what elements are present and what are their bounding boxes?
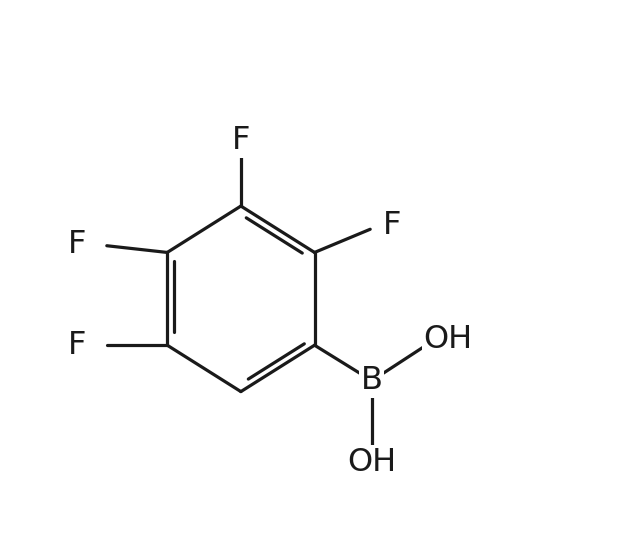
Text: F: F bbox=[383, 209, 401, 240]
Text: F: F bbox=[68, 229, 86, 260]
Text: F: F bbox=[68, 330, 86, 361]
Text: F: F bbox=[232, 125, 250, 156]
Text: OH: OH bbox=[348, 447, 396, 478]
Text: B: B bbox=[361, 365, 383, 396]
Text: OH: OH bbox=[424, 324, 473, 355]
